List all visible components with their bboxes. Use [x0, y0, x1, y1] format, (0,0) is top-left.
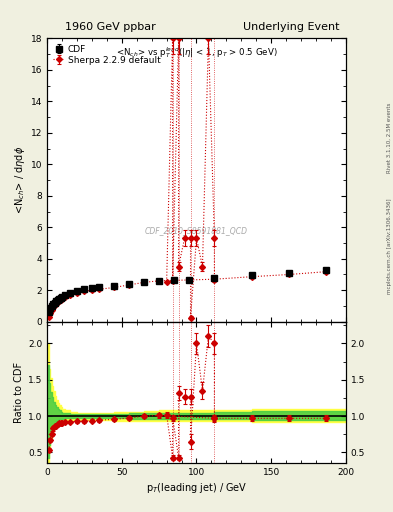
Text: <N$_{ch}$> vs p$_{T}^{lead}$(|$\eta$| < 1, p$_{T}$ > 0.5 GeV): <N$_{ch}$> vs p$_{T}^{lead}$(|$\eta$| < …: [116, 46, 277, 60]
Legend: CDF, Sherpa 2.2.9 default: CDF, Sherpa 2.2.9 default: [51, 43, 162, 67]
Text: Rivet 3.1.10, 2.5M events: Rivet 3.1.10, 2.5M events: [387, 103, 392, 174]
Text: CDF_2010_S8591881_QCD: CDF_2010_S8591881_QCD: [145, 226, 248, 236]
Y-axis label: <N$_{ch}$> / d$\eta$d$\phi$: <N$_{ch}$> / d$\eta$d$\phi$: [13, 146, 27, 214]
X-axis label: p$_{T}$(leading jet) / GeV: p$_{T}$(leading jet) / GeV: [146, 481, 247, 496]
Text: mcplots.cern.ch [arXiv:1306.3436]: mcplots.cern.ch [arXiv:1306.3436]: [387, 198, 392, 293]
Text: 1960 GeV ppbar: 1960 GeV ppbar: [65, 22, 155, 32]
Y-axis label: Ratio to CDF: Ratio to CDF: [14, 362, 24, 423]
Text: Underlying Event: Underlying Event: [242, 22, 339, 32]
